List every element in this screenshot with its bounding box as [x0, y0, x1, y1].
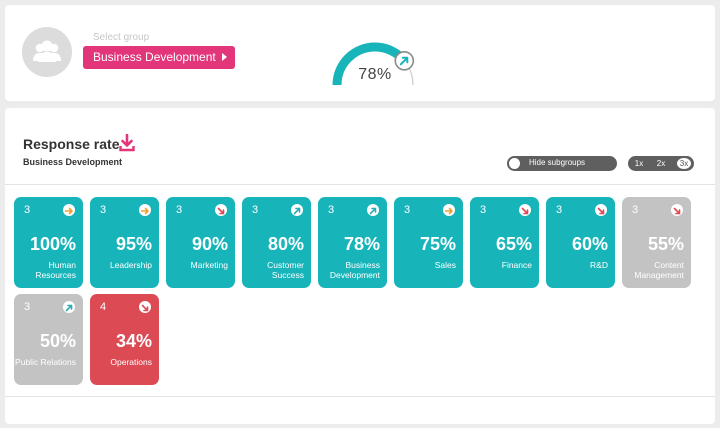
download-icon[interactable] — [119, 134, 135, 152]
tile-count: 3 — [632, 204, 639, 216]
tile-percent: 65% — [495, 234, 532, 254]
zoom-3x[interactable]: 3x — [677, 158, 691, 169]
group-tile[interactable]: 4 34% Operations — [90, 294, 159, 385]
trend-down-icon — [215, 204, 227, 216]
tile-percent: 100% — [29, 234, 76, 254]
hide-subgroups-label: Hide subgroups — [529, 158, 586, 167]
group-selector-card: Select group Business Development 78% — [5, 5, 715, 101]
tile-name: Finance — [501, 260, 532, 270]
tile-count: 3 — [24, 301, 31, 313]
zoom-1x[interactable]: 1x — [634, 159, 644, 168]
users-icon — [33, 40, 61, 62]
tile-percent: 95% — [115, 234, 152, 254]
trend-right-icon — [443, 204, 455, 216]
zoom-selector: 1x 2x 3x — [628, 156, 694, 171]
tile-count: 4 — [100, 301, 107, 313]
select-group-label: Select group — [93, 32, 150, 43]
tile-percent: 80% — [267, 234, 304, 254]
toggle-knob — [509, 158, 520, 169]
tile-name: Business Development — [329, 260, 380, 280]
tile-percent: 78% — [343, 234, 380, 254]
trend-down-icon — [595, 204, 607, 216]
group-tile[interactable]: 3 60% R&D — [546, 197, 615, 288]
tile-percent: 34% — [115, 331, 152, 351]
caret-right-icon — [222, 53, 227, 61]
response-rate-card: Response rate Business Development Hide … — [5, 108, 715, 424]
group-tile[interactable]: 3 50% Public Relations — [14, 294, 83, 385]
tile-name: Human Resources — [35, 260, 76, 280]
tile-percent: 60% — [571, 234, 608, 254]
tile-count: 3 — [480, 204, 487, 216]
trend-right-icon — [63, 204, 75, 216]
group-tile[interactable]: 3 100% Human Resources — [14, 197, 83, 288]
tile-count: 3 — [404, 204, 411, 216]
divider — [5, 184, 715, 185]
group-tile[interactable]: 3 55% Content Management — [622, 197, 691, 288]
trend-down-icon — [139, 301, 151, 313]
trend-up-icon — [399, 56, 409, 66]
group-tile[interactable]: 3 78% Business Development — [318, 197, 387, 288]
tile-percent: 75% — [419, 234, 456, 254]
tile-count: 3 — [100, 204, 107, 216]
tile-count: 3 — [252, 204, 259, 216]
zoom-2x[interactable]: 2x — [656, 159, 666, 168]
tile-name: Operations — [110, 357, 152, 367]
group-avatar — [22, 27, 72, 77]
page-title: Response rate — [23, 136, 120, 152]
tile-percent: 55% — [647, 234, 684, 254]
trend-right-icon — [139, 204, 151, 216]
tile-name: R&D — [590, 260, 608, 270]
tile-count: 3 — [556, 204, 563, 216]
hide-subgroups-toggle[interactable]: Hide subgroups — [507, 156, 617, 171]
group-select-dropdown[interactable]: Business Development — [83, 46, 235, 69]
tile-name: Sales — [434, 260, 456, 270]
trend-up-icon — [367, 204, 379, 216]
gauge-marker — [394, 50, 415, 71]
tile-percent: 90% — [191, 234, 228, 254]
tile-name: Marketing — [190, 260, 228, 270]
tile-name: Content Management — [634, 260, 684, 280]
group-tile[interactable]: 3 65% Finance — [470, 197, 539, 288]
tile-count: 3 — [328, 204, 335, 216]
group-select-value: Business Development — [93, 50, 216, 64]
tile-percent: 50% — [39, 331, 76, 351]
gauge-value: 78% — [358, 66, 392, 83]
trend-up-icon — [63, 301, 75, 313]
trend-down-icon — [671, 204, 683, 216]
group-tile[interactable]: 3 80% Customer Success — [242, 197, 311, 288]
group-tile[interactable]: 3 90% Marketing — [166, 197, 235, 288]
tile-name: Customer Success — [267, 260, 304, 280]
page-subtitle: Business Development — [23, 157, 123, 167]
trend-down-icon — [519, 204, 531, 216]
group-tile[interactable]: 3 75% Sales — [394, 197, 463, 288]
response-gauge — [332, 42, 418, 86]
group-tile[interactable]: 3 95% Leadership — [90, 197, 159, 288]
tile-count: 3 — [176, 204, 183, 216]
divider — [5, 396, 715, 397]
gauge-arc — [332, 42, 418, 86]
tile-name: Leadership — [109, 260, 152, 270]
tile-count: 3 — [24, 204, 31, 216]
trend-up-icon — [291, 204, 303, 216]
tile-name: Public Relations — [15, 357, 76, 367]
